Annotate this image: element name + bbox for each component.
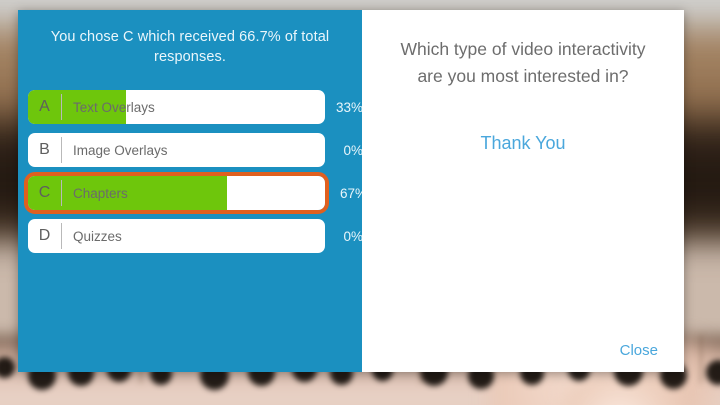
poll-option-label: Image Overlays (73, 142, 168, 158)
poll-option-percent: 33% (335, 99, 363, 115)
poll-option-bar: A Text Overlays (28, 90, 325, 124)
poll-option-percent: 0% (343, 228, 363, 244)
poll-option-divider (61, 180, 62, 206)
poll-option-letter: B (39, 141, 50, 158)
poll-option-label: Text Overlays (73, 99, 155, 115)
poll-option-bar: C Chapters (28, 176, 325, 210)
poll-option-row[interactable]: D Quizzes 0% (28, 219, 363, 253)
poll-results-dialog: You chose C which received 66.7% of tota… (18, 10, 684, 372)
poll-option-row[interactable]: A Text Overlays 33% (28, 90, 363, 124)
poll-option-row[interactable]: C Chapters 67% (24, 172, 367, 214)
poll-option-divider (61, 137, 62, 163)
result-headline: You chose C which received 66.7% of tota… (50, 29, 330, 65)
poll-option-label: Quizzes (73, 228, 122, 244)
poll-option-label: Chapters (73, 185, 128, 201)
poll-option-letter: D (38, 227, 51, 244)
poll-options-list: A Text Overlays 33% B Image Overlays 0% C Chapt… (24, 90, 367, 253)
poll-option-bar-fill (28, 90, 126, 124)
close-button[interactable]: Close (619, 342, 658, 359)
backdrop-key (706, 360, 720, 385)
question-text: Which type of video interactivity are yo… (400, 39, 646, 86)
poll-option-bar-shell: A Text Overlays (28, 90, 325, 124)
poll-option-divider (61, 223, 62, 249)
poll-option-divider (61, 94, 62, 120)
poll-option-letter: C (38, 184, 51, 201)
poll-option-row[interactable]: B Image Overlays 0% (28, 133, 363, 167)
backdrop-seam (700, 335, 702, 383)
poll-question-pane: Which type of video interactivity are yo… (362, 10, 684, 372)
poll-option-bar: D Quizzes (28, 219, 325, 253)
poll-option-bar-shell: B Image Overlays (28, 133, 325, 167)
poll-option-percent: 0% (343, 142, 363, 158)
thank-you-message: Thank You (480, 133, 566, 153)
poll-option-letter: A (39, 98, 50, 115)
poll-results-pane: You chose C which received 66.7% of tota… (18, 10, 367, 372)
poll-option-bar: B Image Overlays (28, 133, 325, 167)
poll-option-bar-shell: D Quizzes (28, 219, 325, 253)
backdrop-key (0, 357, 15, 378)
poll-option-selected-ring: C Chapters (24, 172, 329, 214)
poll-option-percent: 67% (339, 185, 367, 201)
